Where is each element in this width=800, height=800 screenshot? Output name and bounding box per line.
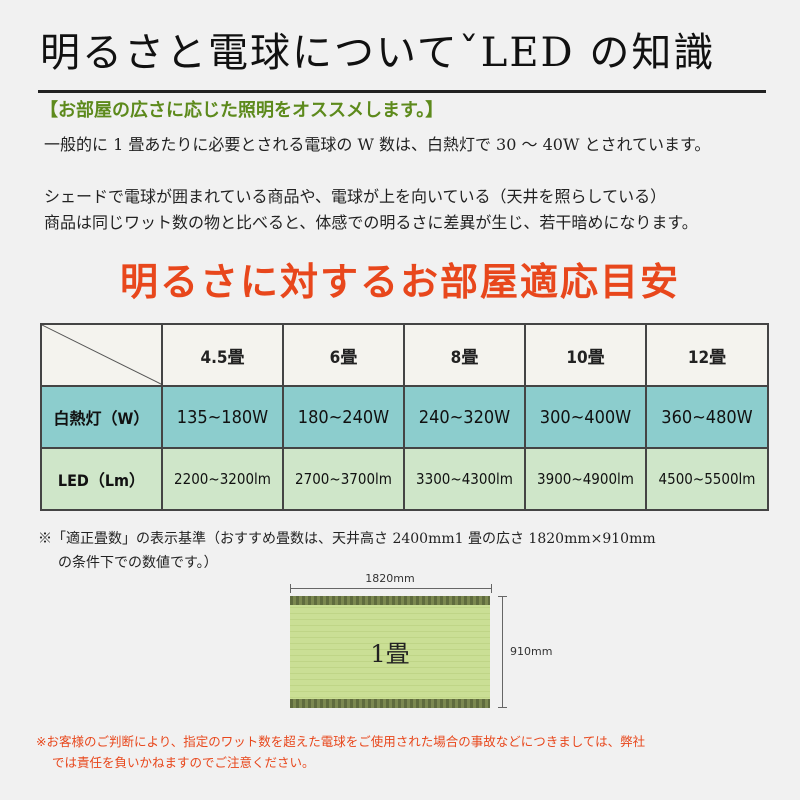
subheading: 【お部屋の広さに応じた照明をオススメします。】: [40, 100, 444, 121]
table-heading: 明るさに対するお部屋適応目安: [119, 260, 680, 304]
caution-line-1: ※お客様のご判断により、指定のワット数を超えた電球をご使用された場合の事故などに…: [36, 734, 646, 749]
paragraph-1: 一般的に 1 畳あたりに必要とされる電球の W 数は、白熱灯で 30 〜 40W…: [44, 135, 711, 154]
tatami-height-label: 910mm: [510, 645, 553, 658]
column-header: 10畳: [524, 323, 647, 387]
table-cell: 3300~4300lm: [403, 447, 526, 511]
diagonal-line-icon: [43, 326, 160, 384]
note-line-1: ※「適正畳数」の表示基準（おすすめ畳数は、天井高さ 2400mm1 畳の広さ 1…: [38, 531, 656, 547]
title-underline: [38, 90, 766, 93]
table-cell: 4500~5500lm: [645, 447, 769, 511]
table-cell: 2700~3700lm: [282, 447, 405, 511]
column-header: 12畳: [645, 323, 769, 387]
width-dimension-line: [290, 588, 492, 589]
height-dimension-tick: [498, 596, 507, 597]
table-corner-cell: [40, 323, 163, 387]
table-cell: 180~240W: [282, 385, 405, 449]
tatami-mat-illustration: 1畳: [290, 596, 490, 708]
column-header: 4.5畳: [161, 323, 284, 387]
table-cell: 300~400W: [524, 385, 647, 449]
column-header: 8畳: [403, 323, 526, 387]
tatami-width-label: 1820mm: [365, 572, 415, 585]
page-title: 明るさと電球についてˇLED の知識: [40, 30, 716, 76]
tatami-border: [290, 596, 490, 605]
table-cell: 240~320W: [403, 385, 526, 449]
table-cell: 360~480W: [645, 385, 769, 449]
caution-line-2: では責任を負いかねますのでご注意ください。: [52, 755, 315, 770]
width-dimension-tick: [290, 584, 291, 593]
height-dimension-line: [502, 596, 503, 708]
tatami-border: [290, 699, 490, 708]
paragraph-3: 商品は同じワット数の物と比べると、体感での明るさに差異が生じ、若干暗めになります…: [44, 213, 698, 232]
width-dimension-tick: [491, 584, 492, 593]
table-row-led: LED（Lm） 2200~3200lm 2700~3700lm 3300~430…: [40, 447, 769, 511]
row-label: LED（Lm）: [40, 447, 163, 511]
brightness-table: 4.5畳 6畳 8畳 10畳 12畳 白熱灯（W） 135~180W 180~2…: [40, 323, 769, 511]
column-header: 6畳: [282, 323, 405, 387]
table-cell: 3900~4900lm: [524, 447, 647, 511]
table-row-incandescent: 白熱灯（W） 135~180W 180~240W 240~320W 300~40…: [40, 385, 769, 449]
table-header-row: 4.5畳 6畳 8畳 10畳 12畳: [40, 323, 769, 387]
height-dimension-tick: [498, 707, 507, 708]
table-cell: 135~180W: [161, 385, 284, 449]
paragraph-2: シェードで電球が囲まれている商品や、電球が上を向いている（天井を照らしている）: [44, 187, 667, 206]
row-label: 白熱灯（W）: [40, 385, 163, 449]
table-cell: 2200~3200lm: [161, 447, 284, 511]
tatami-label: 1畳: [370, 640, 410, 668]
note-line-2: の条件下での数値です。）: [58, 555, 218, 571]
